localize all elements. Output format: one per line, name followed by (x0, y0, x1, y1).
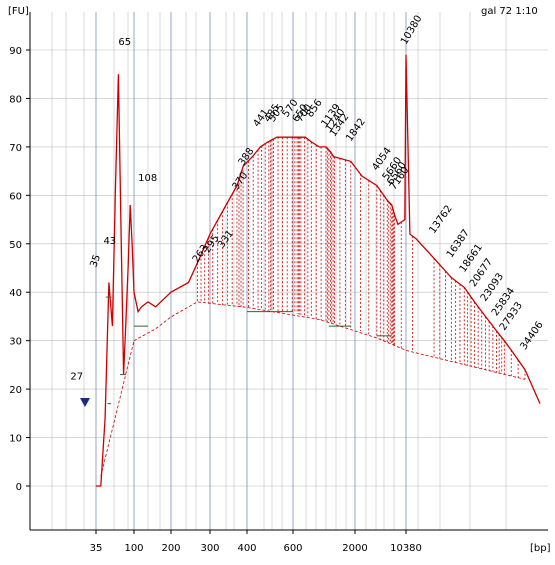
integration-baseline (133, 301, 526, 380)
x-tick-label: 2000 (342, 543, 367, 554)
peak-label: 331 (216, 228, 236, 250)
peak-label: 43 (103, 236, 116, 247)
peak-label: 34406 (518, 320, 545, 352)
x-ticks: 35 100 200 300 400 600 2000 10380 (90, 530, 422, 554)
y-ticks: 0 10 20 30 40 50 60 70 80 90 (9, 46, 30, 493)
y-tick-label: 50 (9, 240, 22, 251)
y-tick-label: 10 (9, 434, 22, 445)
peak-label: 10380 (399, 14, 424, 47)
x-tick-label: 35 (90, 543, 103, 554)
x-tick-label: 10380 (390, 543, 422, 554)
trace-line (96, 54, 541, 487)
y-tick-label: 40 (9, 288, 22, 299)
peak-label: 108 (138, 173, 157, 184)
integration-region (100, 137, 526, 477)
x-unit-label: [bp] (530, 543, 551, 554)
y-tick-label: 20 (9, 385, 22, 396)
x-tick-label: 400 (237, 543, 256, 554)
integration-baseline-left (100, 340, 135, 477)
y-tick-label: 80 (9, 94, 22, 105)
y-tick-label: 60 (9, 191, 22, 202)
y-tick-label: 0 (16, 482, 22, 493)
sample-title: gal 72 1:10 (481, 6, 538, 17)
peak-label: 856 (305, 98, 325, 120)
y-tick-label: 90 (9, 46, 22, 57)
y-tick-label: 30 (9, 337, 22, 348)
peak-label: 13762 (427, 203, 454, 235)
x-tick-label: 300 (200, 543, 219, 554)
y-tick-label: 70 (9, 143, 22, 154)
peak-label: 65 (118, 37, 131, 48)
peak-label: 35 (88, 253, 103, 269)
x-tick-label: 600 (283, 543, 302, 554)
x-tick-label: 100 (124, 543, 143, 554)
lower-marker-icon (80, 398, 90, 407)
x-tick-label: 200 (161, 543, 180, 554)
peak-baselines (105, 296, 392, 405)
peak-label: 27 (70, 371, 83, 382)
y-unit-label: [FU] (8, 6, 29, 17)
grid (30, 12, 548, 530)
